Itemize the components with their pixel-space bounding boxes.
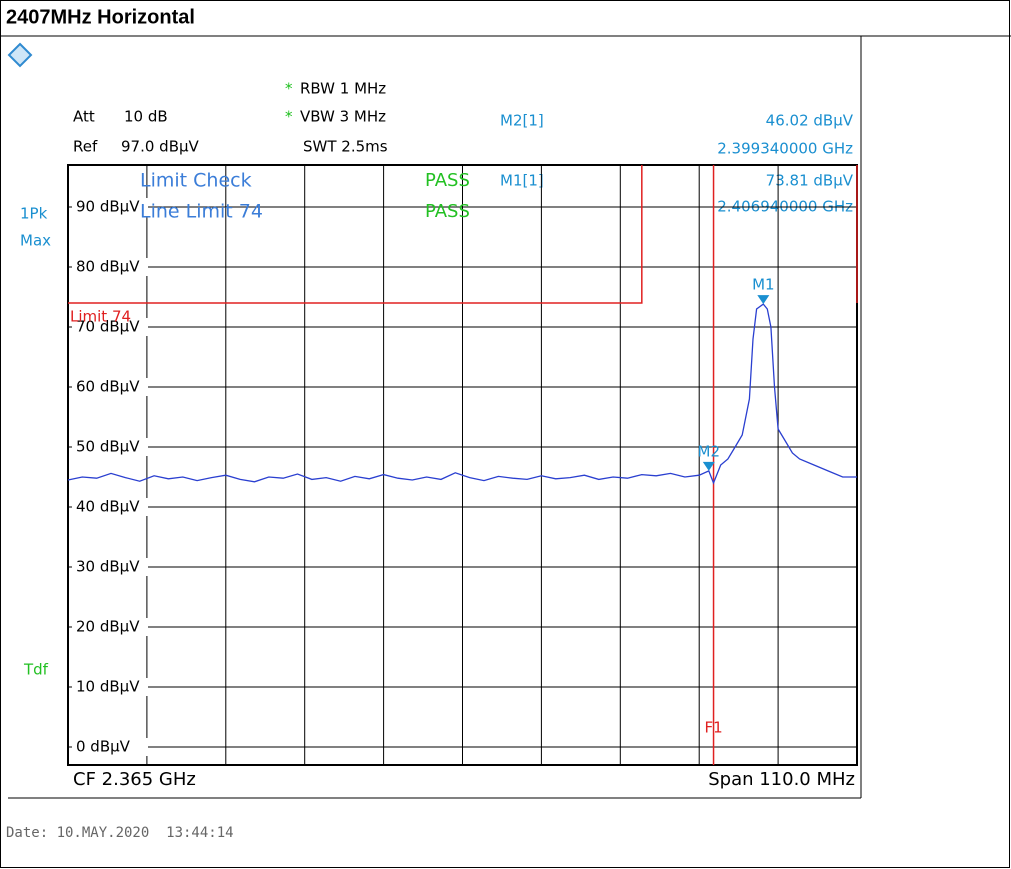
limit-line bbox=[68, 165, 858, 304]
marker bbox=[702, 461, 715, 471]
marker-value: 46.02 dBµV bbox=[766, 112, 854, 130]
y-tick-label: 50 dBµV bbox=[76, 438, 140, 456]
y-tick-label: 10 dBµV bbox=[76, 678, 140, 696]
y-tick-label: 0 dBµV bbox=[76, 738, 131, 756]
span: Span 110.0 MHz bbox=[708, 769, 855, 790]
tick-label-bg bbox=[72, 438, 148, 456]
overlay: Limit Check PASS Line Limit 74 PASS bbox=[140, 170, 470, 223]
marker-freq: 2.399340000 GHz bbox=[717, 140, 853, 158]
star: * bbox=[285, 80, 293, 98]
tick-label-bg bbox=[72, 258, 148, 276]
y-tick-label: 40 dBµV bbox=[76, 498, 140, 516]
rbw: RBW 1 MHz bbox=[300, 80, 386, 98]
limit-line-result: PASS bbox=[425, 201, 470, 222]
tick-label-bg bbox=[72, 198, 148, 216]
tdf: Tdf bbox=[23, 661, 49, 679]
limit-result: PASS bbox=[425, 170, 470, 191]
tick-label-bg bbox=[72, 678, 148, 696]
trace-mode: 1Pk bbox=[20, 205, 48, 223]
title: 2407MHz Horizontal bbox=[6, 6, 195, 28]
y-tick-label: 90 dBµV bbox=[76, 198, 140, 216]
logo bbox=[7, 42, 33, 68]
tick-label-bg bbox=[72, 318, 148, 336]
att: 10 dB bbox=[124, 108, 168, 126]
vbw: VBW 3 MHz bbox=[300, 108, 386, 126]
limit-label: Limit 74 bbox=[70, 308, 131, 326]
plot: 90 dBµV 80 dBµV 70 dBµV 60 dBµV 50 dBµV 40 dB… bbox=[67, 164, 858, 766]
tick-label-bg bbox=[72, 618, 148, 636]
y-tick-label: 70 dBµV bbox=[76, 318, 140, 336]
tick-label-bg bbox=[72, 498, 148, 516]
f1-label: F1 bbox=[704, 719, 722, 737]
y-tick-label: 20 dBµV bbox=[76, 618, 140, 636]
att-label: Att bbox=[73, 108, 95, 126]
marker-name: M1 bbox=[752, 276, 775, 294]
marker-label: M1[1] bbox=[500, 172, 544, 190]
y-tick-label: 60 dBµV bbox=[76, 378, 140, 396]
date: Date: 10.MAY.2020 13:44:14 bbox=[6, 825, 234, 841]
y-tick-label: 80 dBµV bbox=[76, 258, 140, 276]
marker bbox=[757, 295, 770, 305]
marker-value: 73.81 dBµV bbox=[766, 172, 854, 190]
limit-line: Line Limit 74 bbox=[140, 201, 263, 223]
swt: SWT 2.5ms bbox=[303, 138, 388, 156]
tick-label-bg bbox=[72, 378, 148, 396]
trace-detector: Max bbox=[20, 232, 51, 250]
center-freq: CF 2.365 GHz bbox=[73, 769, 196, 790]
trace bbox=[67, 303, 857, 485]
tick-label-bg bbox=[72, 738, 148, 756]
y-tick-label: 30 dBµV bbox=[76, 558, 140, 576]
limit-check: Limit Check bbox=[140, 170, 252, 192]
star: * bbox=[285, 108, 293, 126]
ref: 97.0 dBµV bbox=[121, 138, 200, 156]
tick-label-bg bbox=[72, 558, 148, 576]
ref-label: Ref bbox=[73, 138, 98, 156]
marker-label: M2[1] bbox=[500, 112, 544, 130]
marker-name: M2 bbox=[698, 442, 721, 460]
